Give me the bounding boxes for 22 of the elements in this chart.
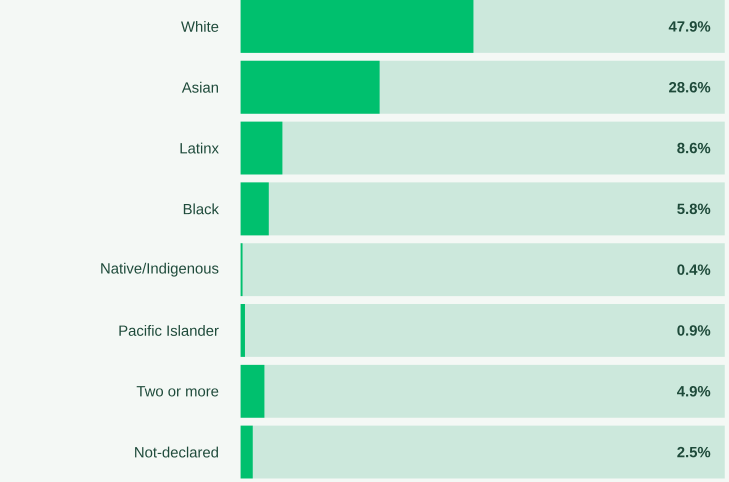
- data-label: 0.4%: [677, 264, 710, 275]
- bar: [240, 182, 269, 236]
- bar: [240, 364, 264, 418]
- y-tick-label: Two or more: [136, 386, 218, 396]
- bar: [240, 425, 253, 478]
- data-label: 0.9%: [677, 324, 710, 336]
- y-tick-label: Pacific Islander: [119, 324, 219, 336]
- y-tick-label: Latinx: [180, 142, 219, 154]
- data-label: 5.8%: [677, 203, 710, 214]
- data-label: 4.9%: [677, 386, 710, 396]
- data-label: 8.6%: [677, 142, 710, 154]
- data-label: 47.9%: [668, 20, 710, 32]
- bar: [240, 121, 282, 174]
- bar: [240, 304, 245, 357]
- data-label: 28.6%: [669, 82, 710, 92]
- data-label: 2.5%: [677, 446, 710, 458]
- y-tick-label: Black: [184, 203, 219, 214]
- y-tick-label: White: [181, 20, 218, 32]
- y-tick-label: Native/Indigenous: [101, 262, 218, 276]
- bar: [240, 60, 380, 114]
- y-tick-label: Asian: [182, 82, 218, 92]
- y-tick-label: Not-declared: [135, 446, 218, 458]
